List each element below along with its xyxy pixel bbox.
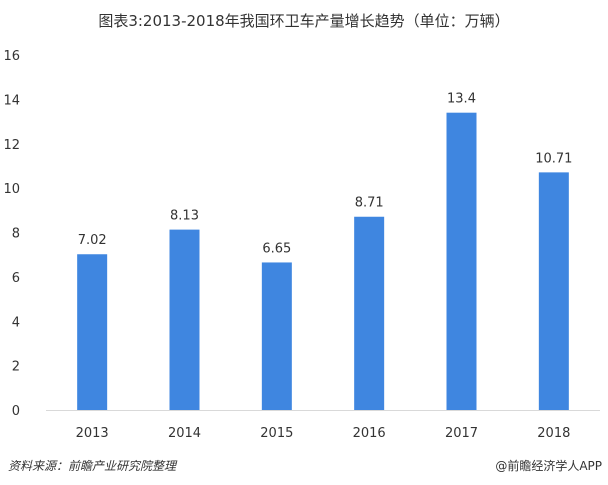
x-tick-label-2018: 2018 — [537, 426, 570, 441]
x-tick-label-2014: 2014 — [168, 426, 201, 441]
x-tick-label-2015: 2015 — [260, 426, 293, 441]
bar-2017 — [446, 112, 477, 410]
data-label-2013: 7.02 — [78, 233, 107, 248]
data-labels: 7.02 8.13 6.65 8.71 13.4 10.71 — [78, 92, 573, 257]
y-tick-label: 4 — [12, 315, 20, 330]
brand-credit: @前瞻经济学人APP — [495, 459, 602, 473]
bar-2014 — [169, 229, 200, 410]
bar-2013 — [77, 254, 108, 410]
x-axis-ticks: 2013 2014 2015 2016 2017 2018 — [76, 426, 571, 441]
data-label-2016: 8.71 — [355, 196, 384, 211]
bar-2015 — [261, 262, 292, 410]
y-tick-label: 8 — [12, 227, 20, 242]
data-label-2014: 8.13 — [170, 209, 199, 224]
x-tick-label-2017: 2017 — [445, 426, 478, 441]
y-tick-label: 0 — [12, 404, 20, 419]
x-tick-label-2013: 2013 — [76, 426, 109, 441]
y-tick-label: 14 — [3, 93, 20, 108]
chart-title: 图表3:2013-2018年我国环卫车产量增长趋势（单位：万辆） — [98, 12, 510, 30]
y-tick-label: 6 — [12, 271, 20, 286]
y-tick-label: 12 — [3, 138, 20, 153]
y-axis-ticks: 0 2 4 6 8 10 12 14 16 — [3, 49, 20, 419]
data-label-2017: 13.4 — [447, 92, 476, 107]
y-tick-label: 10 — [3, 182, 20, 197]
y-tick-label: 16 — [3, 49, 20, 64]
x-tick-label-2016: 2016 — [353, 426, 386, 441]
y-tick-label: 2 — [12, 360, 20, 375]
data-label-2015: 6.65 — [262, 241, 291, 256]
data-label-2018: 10.71 — [535, 151, 572, 166]
source-note: 资料来源：前瞻产业研究院整理 — [8, 459, 177, 473]
bar-2018 — [538, 172, 569, 410]
bar-2016 — [354, 216, 385, 410]
bars — [77, 112, 569, 410]
